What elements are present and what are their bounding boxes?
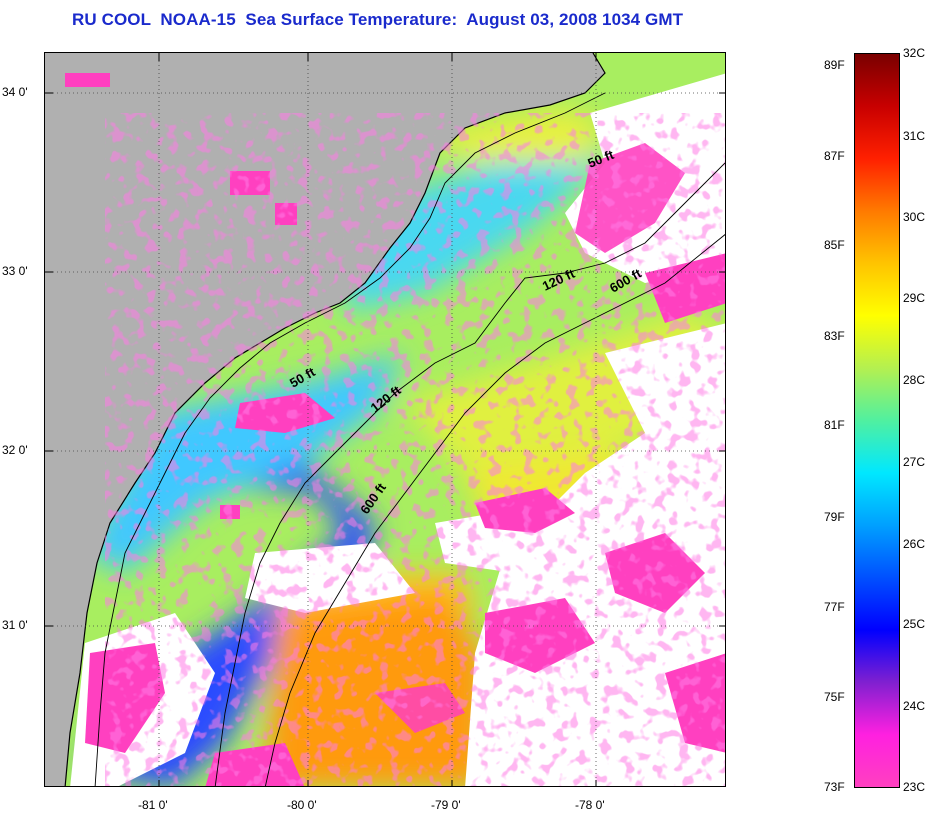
lon-label-81: -81 0'	[138, 798, 168, 812]
cb-f-87: 87F	[824, 149, 845, 163]
lon-label-79: -79 0'	[431, 798, 461, 812]
frame-ticks	[45, 53, 725, 786]
lat-label-31: 31 0'	[2, 618, 28, 632]
cb-f-85: 85F	[824, 238, 845, 252]
sst-map[interactable]: 50 ft 120 ft 600 ft 50 ft 120 ft 600 ft	[44, 52, 726, 787]
isobath-600ft	[264, 234, 725, 786]
cb-f-79: 79F	[824, 510, 845, 524]
cb-f-89: 89F	[824, 58, 845, 72]
cb-c-28: 28C	[903, 373, 926, 387]
cb-c-23: 23C	[903, 780, 926, 794]
isobath-50ft	[94, 92, 606, 786]
lon-label-80: -80 0'	[287, 798, 317, 812]
cb-f-73: 73F	[824, 780, 845, 794]
lon-label-78: -78 0'	[575, 798, 605, 812]
lat-label-34: 34 0'	[2, 85, 28, 99]
cb-c-24: 24C	[903, 699, 926, 713]
cb-f-83: 83F	[824, 329, 845, 343]
map-canvas: 50 ft 120 ft 600 ft 50 ft 120 ft 600 ft	[45, 53, 725, 786]
data-speck-1	[65, 73, 110, 87]
cb-c-26: 26C	[903, 537, 926, 551]
cb-c-27: 27C	[903, 455, 926, 469]
lat-label-33: 33 0'	[2, 264, 28, 278]
cb-c-30: 30C	[903, 210, 926, 224]
graticule	[45, 53, 725, 786]
isobath-120ft	[214, 162, 725, 786]
isobath-contours	[94, 92, 725, 786]
cb-f-77: 77F	[824, 600, 845, 614]
map-title: RU COOL NOAA-15 Sea Surface Temperature:…	[72, 10, 684, 29]
cb-c-32: 32C	[903, 46, 926, 60]
cb-c-31: 31C	[903, 129, 926, 143]
cb-f-81: 81F	[824, 418, 845, 432]
temperature-colorbar	[854, 53, 900, 788]
cb-c-29: 29C	[903, 291, 926, 305]
cb-f-75: 75F	[824, 690, 845, 704]
lat-label-32: 32 0'	[2, 443, 28, 457]
speckle-overlay	[105, 113, 725, 786]
cb-c-25: 25C	[903, 617, 926, 631]
